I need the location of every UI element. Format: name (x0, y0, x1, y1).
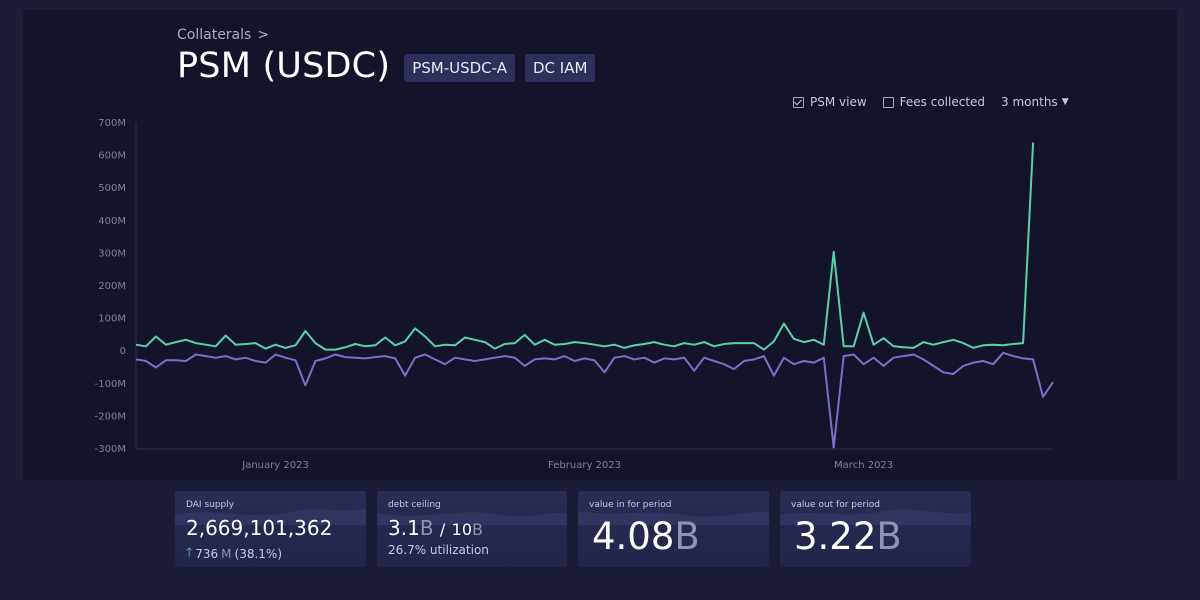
x-tick-label: January 2023 (241, 460, 309, 471)
y-axis: 700M 600M 500M 400M 300M 200M 100M 0 -100M -200M -… (95, 118, 1053, 455)
dai-supply-change-pct: (38.1%) (234, 546, 282, 561)
value-in-num: 4.08 (592, 515, 675, 558)
chart-controls: PSM view Fees collected 3 months ▼ (793, 95, 1069, 109)
y-tick-label: 0 (120, 346, 126, 357)
x-axis: January 2023 February 2023 March 2023 (241, 460, 893, 471)
dai-supply-change-num: 736 (195, 546, 219, 561)
y-tick-label: -300M (95, 444, 126, 455)
badge-dc-iam[interactable]: DC IAM (524, 54, 596, 82)
y-tick-label: 100M (98, 314, 126, 325)
dai-supply-label: DAI supply (186, 500, 235, 510)
value-out-value: 3.22B (794, 515, 902, 558)
dai-supply-value: 2,669,101,362 (186, 516, 333, 540)
y-tick-label: 400M (98, 216, 126, 227)
card-decoration (780, 509, 971, 525)
fees-collected-label: Fees collected (899, 95, 986, 109)
y-tick-label: -200M (95, 411, 126, 422)
value-in-unit: B (674, 515, 700, 558)
debt-ceiling-max-unit: B (472, 520, 483, 539)
y-tick-label: 600M (98, 151, 126, 162)
card-value-in: value in for period 4.08B (578, 491, 769, 567)
y-tick-label: -100M (95, 379, 126, 390)
debt-ceiling-unit: B (419, 516, 434, 540)
y-tick-label: 200M (98, 281, 126, 292)
arrow-up-icon: 🡑 (186, 545, 193, 559)
y-tick-label: 700M (98, 118, 126, 129)
breadcrumb[interactable]: Collaterals > (177, 27, 269, 43)
x-tick-label: February 2023 (548, 460, 621, 471)
fees-collected-toggle[interactable]: Fees collected (882, 95, 986, 109)
card-value-out: value out for period 3.22B (780, 491, 971, 567)
card-decoration (377, 512, 567, 525)
y-tick-label: 500M (98, 183, 126, 194)
dai-supply-change: 🡑 736 M (38.1%) (186, 543, 282, 564)
range-dropdown[interactable]: 3 months ▼ (1001, 95, 1069, 109)
breadcrumb-collaterals[interactable]: Collaterals (177, 27, 252, 43)
value-out-unit: B (876, 515, 902, 558)
debt-ceiling-value: 3.1B / 10B (388, 516, 483, 540)
checkbox-empty-icon[interactable] (882, 96, 894, 108)
page-title: PSM (USDC) (177, 46, 391, 86)
badge-ilk[interactable]: PSM-USDC-A (404, 54, 515, 82)
title-row: PSM (USDC) PSM-USDC-A DC IAM (177, 46, 596, 86)
debt-ceiling-slash: / (439, 520, 446, 539)
chevron-right-icon: > (257, 27, 270, 43)
debt-ceiling-num: 3.1 (388, 516, 420, 540)
value-in-label: value in for period (589, 500, 672, 510)
chevron-down-icon: ▼ (1061, 97, 1069, 107)
psm-view-label: PSM view (810, 95, 867, 109)
series-line-out (135, 351, 1054, 449)
card-decoration (578, 511, 769, 525)
chart-panel (23, 10, 1177, 480)
dai-supply-change-unit: M (221, 546, 232, 561)
value-out-num: 3.22 (794, 515, 877, 558)
value-in-value: 4.08B (592, 515, 700, 558)
range-label: 3 months (1001, 95, 1058, 109)
debt-ceiling-utilization: 26.7% utilization (388, 543, 489, 557)
debt-ceiling-max: 10 (451, 520, 473, 539)
series-lines (135, 142, 1054, 449)
debt-ceiling-label: debt ceiling (388, 500, 441, 510)
card-decoration (175, 509, 366, 525)
card-dai-supply: DAI supply 2,669,101,362 🡑 736 M (38.1%) (175, 491, 366, 567)
value-out-label: value out for period (791, 500, 880, 510)
series-line-in (135, 142, 1035, 351)
card-debt-ceiling: debt ceiling 3.1B / 10B 26.7% utilizatio… (377, 491, 567, 567)
checkbox-checked-icon[interactable] (793, 96, 804, 108)
x-tick-label: March 2023 (834, 460, 893, 471)
y-tick-label: 300M (98, 248, 126, 259)
psm-view-toggle[interactable]: PSM view (793, 95, 867, 109)
